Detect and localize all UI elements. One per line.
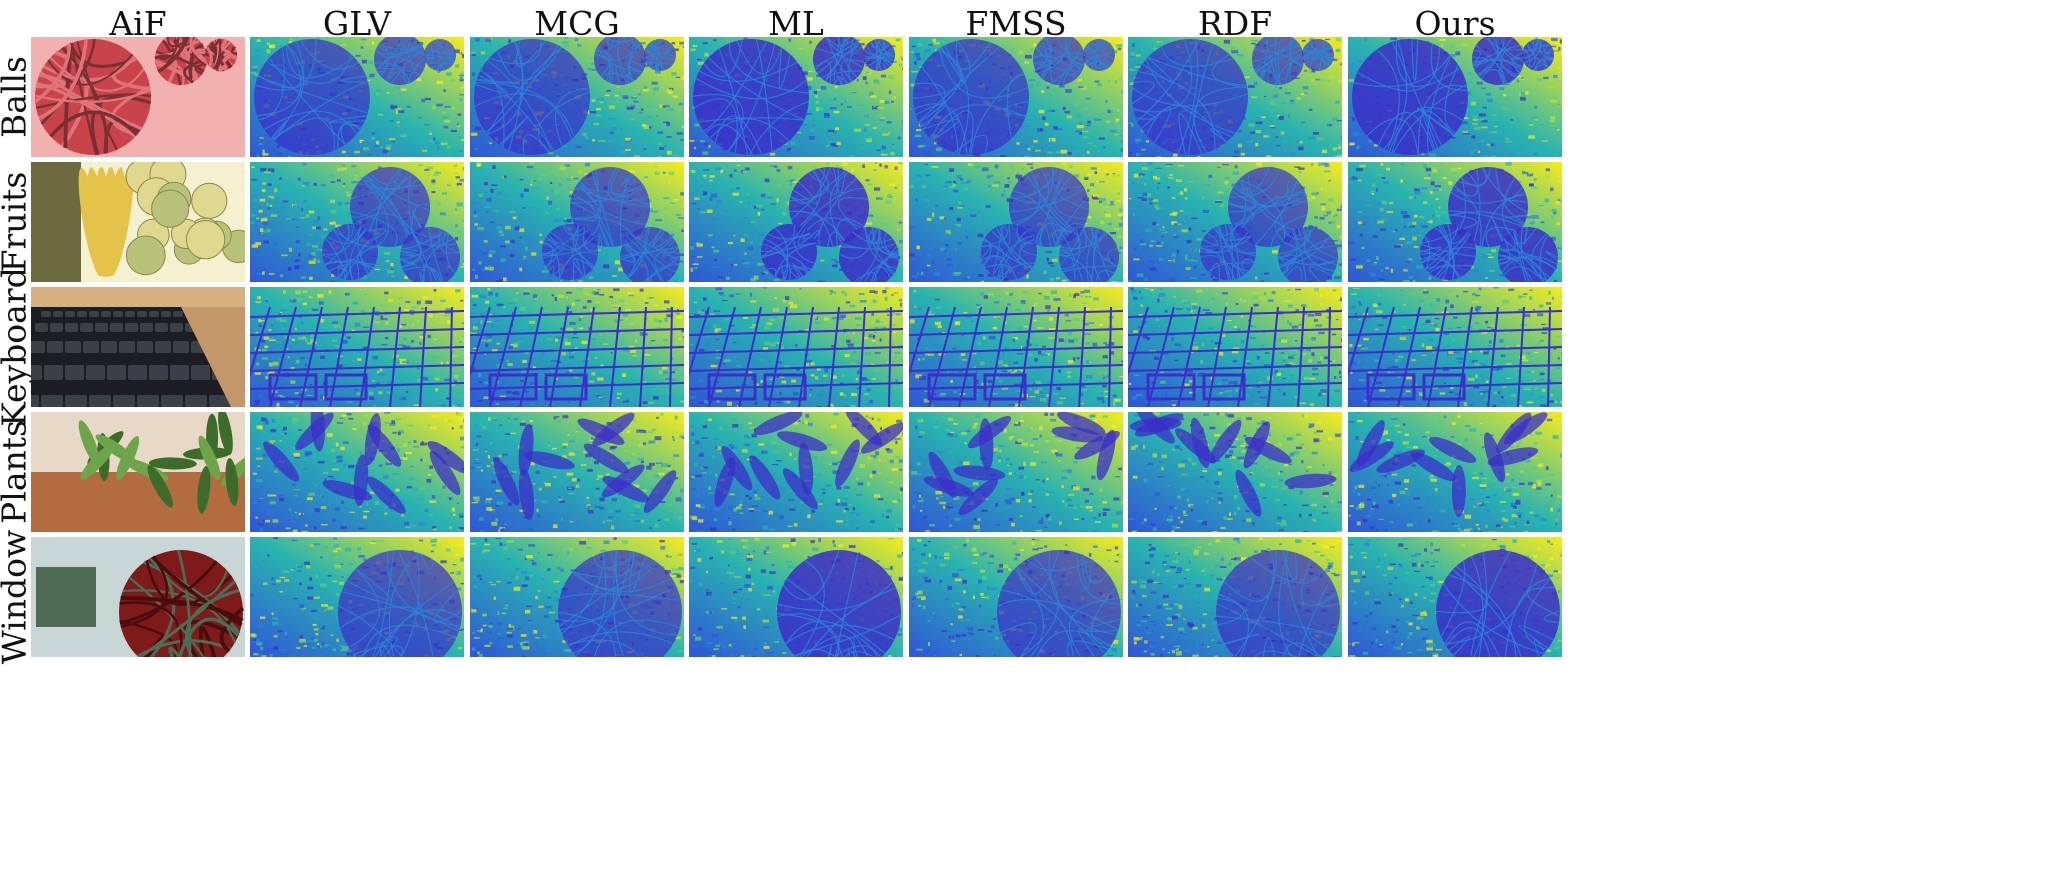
focus-map-keyboard-mcg (470, 287, 684, 407)
focus-map-plants-ml (689, 412, 903, 532)
focus-map-balls-fmss (909, 37, 1123, 157)
focus-map-fruits-ours (1348, 162, 1562, 282)
row-label-fruits: Fruits (0, 171, 34, 273)
focus-map-keyboard-ml (689, 287, 903, 407)
focus-map-window-mcg (470, 537, 684, 657)
focus-map-plants-mcg (470, 412, 684, 532)
column-header-rdf: RDF (1197, 4, 1273, 43)
aif-image-window (31, 537, 245, 657)
focus-map-window-ours (1348, 537, 1562, 657)
focus-map-balls-ml (689, 37, 903, 157)
focus-map-balls-mcg (470, 37, 684, 157)
focus-map-balls-rdf (1128, 37, 1342, 157)
focus-map-fruits-mcg (470, 162, 684, 282)
column-header-glv: GLV (322, 4, 392, 43)
aif-image-keyboard (31, 287, 245, 407)
focus-map-plants-fmss (909, 412, 1123, 532)
aif-image-plants (31, 412, 245, 532)
column-header-mcg: MCG (534, 4, 620, 43)
aif-image-fruits (31, 162, 245, 282)
aif-image-balls (31, 37, 245, 157)
focus-map-keyboard-rdf (1128, 287, 1342, 407)
column-header-ours: Ours (1414, 4, 1496, 43)
focus-map-window-fmss (909, 537, 1123, 657)
focus-map-balls-ours (1348, 37, 1562, 157)
focus-map-window-rdf (1128, 537, 1342, 657)
row-label-balls: Balls (0, 56, 34, 138)
column-header-ml: ML (768, 4, 824, 43)
focus-map-fruits-rdf (1128, 162, 1342, 282)
column-header-aif: AiF (109, 4, 167, 43)
focus-map-plants-rdf (1128, 412, 1342, 532)
focus-map-plants-ours (1348, 412, 1562, 532)
focus-map-fruits-fmss (909, 162, 1123, 282)
row-label-plants: Plants (0, 420, 34, 524)
focus-map-fruits-glv (250, 162, 464, 282)
focus-map-keyboard-fmss (909, 287, 1123, 407)
row-label-window: Window (0, 529, 34, 665)
focus-map-balls-glv (250, 37, 464, 157)
focus-map-keyboard-ours (1348, 287, 1562, 407)
focus-map-keyboard-glv (250, 287, 464, 407)
row-label-keyboard: Keyboard (0, 267, 34, 427)
focus-map-window-ml (689, 537, 903, 657)
focus-map-window-glv (250, 537, 464, 657)
focus-map-fruits-ml (689, 162, 903, 282)
focus-map-plants-glv (250, 412, 464, 532)
